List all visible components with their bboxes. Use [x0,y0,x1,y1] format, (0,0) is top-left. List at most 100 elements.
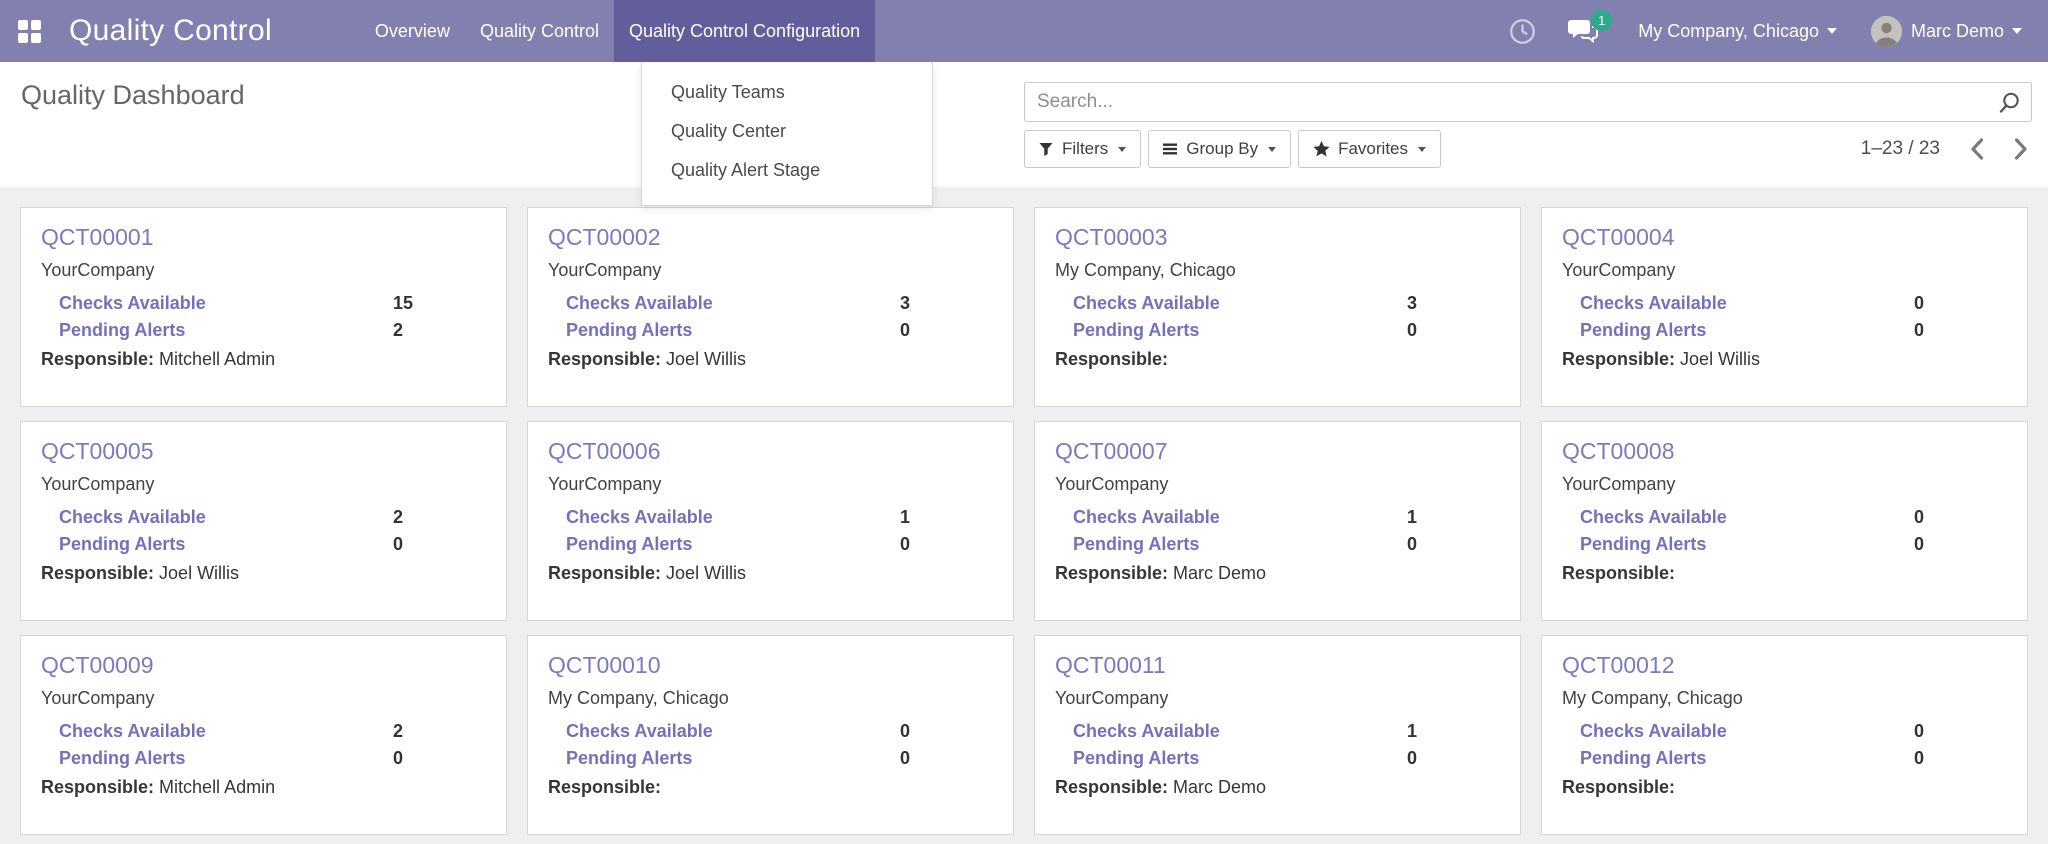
pending-alerts-link[interactable]: Pending Alerts [59,317,185,344]
checks-available-link[interactable]: Checks Available [59,718,206,745]
favorites-button[interactable]: Favorites [1298,130,1441,168]
card-company: YourCompany [1562,474,2007,495]
checks-available-value: 0 [1914,290,2007,317]
user-menu[interactable]: Marc Demo [1871,16,2022,47]
pending-alerts-value: 0 [1407,317,1500,344]
checks-available-link[interactable]: Checks Available [566,504,713,531]
kanban-card: QCT00001 YourCompany Checks Available 15… [20,207,507,407]
caret-down-icon [2012,28,2022,34]
card-title-link[interactable]: QCT00004 [1562,224,1675,251]
kanban-card: QCT00011 YourCompany Checks Available 1 … [1034,635,1521,835]
pending-alerts-link[interactable]: Pending Alerts [1580,317,1706,344]
card-title-link[interactable]: QCT00012 [1562,652,1675,679]
checks-available-link[interactable]: Checks Available [1073,290,1220,317]
menu-item-quality-center[interactable]: Quality Center [642,112,932,151]
checks-available-link[interactable]: Checks Available [1073,718,1220,745]
menu-item-quality-alert-stage[interactable]: Quality Alert Stage [642,151,932,190]
caret-down-icon [1118,147,1126,152]
card-title-link[interactable]: QCT00003 [1055,224,1168,251]
kanban-card: QCT00002 YourCompany Checks Available 3 … [527,207,1014,407]
kanban-card: QCT00012 My Company, Chicago Checks Avai… [1541,635,2028,835]
responsible-label: Responsible: [1562,777,1675,797]
caret-down-icon [1268,147,1276,152]
pending-alerts-link[interactable]: Pending Alerts [1073,745,1199,772]
pending-alerts-value: 0 [1407,745,1500,772]
messages-button[interactable]: 1 [1568,18,1598,44]
card-company: YourCompany [41,688,486,709]
nav-item-quality-control[interactable]: Quality Control [465,0,614,62]
checks-available-value: 3 [900,290,993,317]
checks-available-link[interactable]: Checks Available [566,290,713,317]
card-company: YourCompany [41,260,486,281]
pending-alerts-link[interactable]: Pending Alerts [566,531,692,558]
checks-available-link[interactable]: Checks Available [59,290,206,317]
pager-previous[interactable] [1966,134,1988,164]
pending-alerts-value: 0 [393,531,486,558]
checks-available-link[interactable]: Checks Available [1073,504,1220,531]
card-title-link[interactable]: QCT00008 [1562,438,1675,465]
apps-grid-icon [18,20,41,43]
checks-available-value: 1 [900,504,993,531]
menu-item-quality-teams[interactable]: Quality Teams [642,73,932,112]
pending-alerts-value: 0 [900,317,993,344]
responsible-name: Marc Demo [1173,563,1266,583]
nav-item-overview[interactable]: Overview [360,0,465,62]
checks-available-link[interactable]: Checks Available [1580,718,1727,745]
card-title-link[interactable]: QCT00001 [41,224,154,251]
pending-alerts-link[interactable]: Pending Alerts [566,745,692,772]
pending-alerts-value: 0 [393,745,486,772]
checks-available-value: 0 [900,718,993,745]
nav-item-quality-control-configuration[interactable]: Quality Control Configuration [614,0,875,62]
pager-next[interactable] [2010,134,2032,164]
chevron-left-icon [1970,138,1984,160]
checks-available-link[interactable]: Checks Available [1580,290,1727,317]
card-title-link[interactable]: QCT00009 [41,652,154,679]
responsible-row: Responsible: [1055,349,1500,370]
card-title-link[interactable]: QCT00002 [548,224,661,251]
card-title-link[interactable]: QCT00010 [548,652,661,679]
page-title: Quality Dashboard [21,80,245,111]
checks-available-value: 0 [1914,504,2007,531]
card-title-link[interactable]: QCT00005 [41,438,154,465]
messages-count-badge: 1 [1591,10,1612,31]
checks-available-link[interactable]: Checks Available [566,718,713,745]
responsible-row: Responsible: Joel Willis [548,349,993,370]
card-title-link[interactable]: QCT00006 [548,438,661,465]
company-switcher[interactable]: My Company, Chicago [1638,21,1837,42]
responsible-name: Joel Willis [159,563,239,583]
responsible-row: Responsible: Joel Willis [1562,349,2007,370]
responsible-row: Responsible: Marc Demo [1055,777,1500,798]
apps-menu-button[interactable] [18,0,41,62]
app-brand[interactable]: Quality Control [69,0,272,62]
pending-alerts-link[interactable]: Pending Alerts [566,317,692,344]
filters-button[interactable]: Filters [1024,130,1141,168]
pending-alerts-link[interactable]: Pending Alerts [59,531,185,558]
responsible-label: Responsible: [1562,563,1675,583]
search-input[interactable] [1025,83,2031,121]
responsible-label: Responsible: [1055,777,1168,797]
pending-alerts-link[interactable]: Pending Alerts [1580,531,1706,558]
user-name: Marc Demo [1911,21,2004,42]
pending-alerts-link[interactable]: Pending Alerts [1073,317,1199,344]
caret-down-icon [1827,28,1837,34]
pending-alerts-link[interactable]: Pending Alerts [59,745,185,772]
card-title-link[interactable]: QCT00007 [1055,438,1168,465]
chevron-right-icon [2014,138,2028,160]
card-company: YourCompany [1055,474,1500,495]
responsible-label: Responsible: [41,563,154,583]
responsible-label: Responsible: [548,349,661,369]
pending-alerts-value: 0 [1407,531,1500,558]
pending-alerts-link[interactable]: Pending Alerts [1073,531,1199,558]
responsible-name: Joel Willis [666,563,746,583]
pending-alerts-link[interactable]: Pending Alerts [1580,745,1706,772]
pending-alerts-value: 0 [1914,745,2007,772]
responsible-name: Marc Demo [1173,777,1266,797]
checks-available-link[interactable]: Checks Available [59,504,206,531]
group-by-button[interactable]: Group By [1148,130,1291,168]
magnifier-icon[interactable] [1997,91,2021,120]
responsible-name: Mitchell Admin [159,349,275,369]
kanban-grid: QCT00001 YourCompany Checks Available 15… [0,187,2048,844]
card-title-link[interactable]: QCT00011 [1055,652,1166,679]
activities-button[interactable] [1509,18,1536,45]
checks-available-link[interactable]: Checks Available [1580,504,1727,531]
